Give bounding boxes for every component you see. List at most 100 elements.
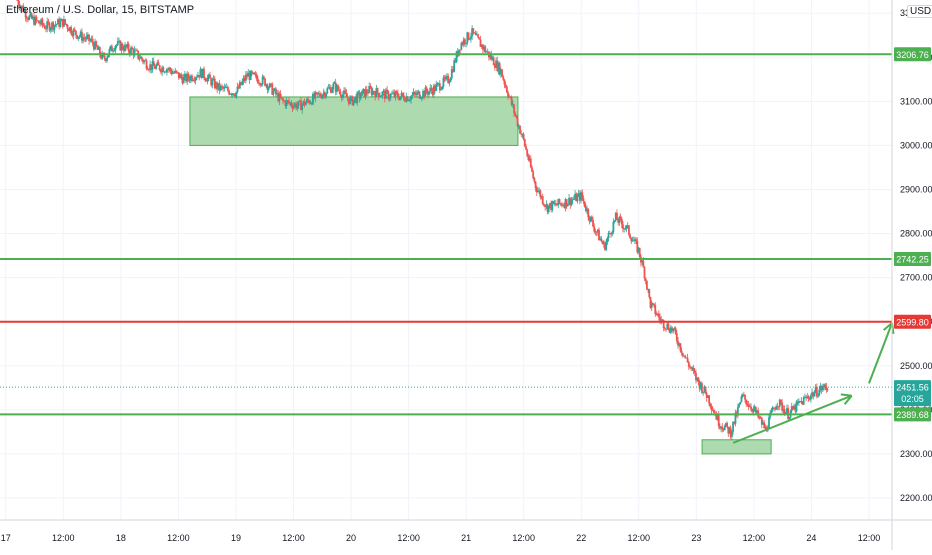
candle-body (346, 97, 349, 99)
candle-body (722, 428, 725, 431)
candle-body (16, 0, 19, 1)
candle-body (437, 83, 440, 85)
candle-body (171, 72, 174, 74)
trend-arrow-line[interactable] (868, 322, 893, 384)
candle-body (312, 93, 314, 105)
candle-body (341, 94, 344, 99)
candle-body (21, 5, 23, 7)
price-tick-label: 3100.00 (900, 96, 932, 106)
candle-body (165, 69, 168, 73)
candle-body (643, 267, 646, 279)
candle-body (28, 16, 31, 20)
currency-toggle[interactable]: USD (907, 5, 932, 18)
candle-body (185, 74, 187, 82)
candle-body (581, 192, 584, 199)
candle-body (596, 229, 599, 233)
candle-body (176, 72, 179, 73)
candle-body (746, 404, 749, 406)
candle-body (468, 38, 471, 40)
candle-body (140, 56, 143, 60)
price-tick-label: 2500.00 (900, 361, 932, 371)
candle-body (464, 39, 466, 44)
candle-body (282, 98, 284, 101)
candle-body (443, 77, 446, 80)
candle-body (161, 67, 164, 73)
candle-body (629, 234, 632, 239)
candle-body (119, 40, 122, 51)
time-tick-label: 12:00 (512, 533, 535, 543)
candle-body (435, 84, 438, 91)
candle-body (310, 102, 313, 105)
candle-body (657, 313, 660, 318)
candle-body (630, 238, 633, 242)
candle-body (428, 91, 430, 95)
candle-body (820, 386, 823, 391)
candle-body (484, 46, 487, 53)
candle-body (331, 89, 333, 93)
candle-body (39, 23, 41, 25)
candle-body (199, 69, 202, 78)
candle-body (826, 389, 829, 391)
candle-body (264, 78, 266, 86)
candle-body (205, 80, 208, 82)
candle-body (236, 86, 239, 92)
candle-body (180, 74, 183, 78)
candle-body (121, 44, 124, 50)
candle-body (48, 23, 51, 31)
candle-body (327, 87, 330, 89)
candle-body (380, 95, 383, 97)
candle-body (772, 407, 775, 409)
candle-body (128, 50, 131, 54)
candle-body (351, 96, 354, 106)
candle-body (265, 84, 268, 86)
candle-body (288, 100, 290, 104)
candle-body (532, 171, 535, 178)
candle-body (271, 83, 274, 95)
candle-body (809, 395, 812, 400)
candle-body (732, 421, 734, 432)
candle-body (673, 327, 676, 329)
candle-body (610, 233, 612, 235)
candle-body (261, 76, 264, 85)
candle-body (225, 87, 228, 88)
candle-body (377, 93, 380, 98)
candle-body (497, 63, 500, 72)
candle-body (493, 65, 496, 68)
candle-body (672, 328, 675, 332)
level-price-label-bg (894, 314, 931, 329)
candle-body (588, 217, 591, 222)
candle-body (623, 228, 626, 230)
candle-body (209, 74, 211, 79)
candle-body (279, 93, 282, 98)
candle-body (721, 426, 724, 429)
candle-body (133, 49, 136, 56)
candle-body (155, 65, 158, 69)
candle-body (274, 88, 277, 95)
candle-body (751, 409, 754, 412)
candle-body (607, 232, 610, 238)
candle-body (163, 71, 166, 73)
candle-body (392, 92, 395, 94)
candle-body (441, 86, 444, 90)
candle-body (482, 44, 484, 50)
candle-body (598, 229, 600, 241)
candle-body (73, 29, 76, 31)
candle-body (748, 406, 751, 408)
candle-body (462, 39, 465, 45)
candle-body (272, 90, 275, 95)
candle-body (302, 100, 305, 105)
candle-body (345, 92, 348, 98)
candle-body (521, 134, 524, 135)
trend-arrow-line[interactable] (732, 394, 853, 444)
candle-body (733, 421, 736, 424)
candle-body (318, 93, 320, 95)
candle-body (174, 70, 177, 73)
candle-body (332, 83, 335, 90)
symbol-title[interactable]: Ethereum / U.S. Dollar, 15, BITSTAMP (6, 4, 195, 16)
candle-body (823, 384, 825, 388)
candle-body (86, 34, 89, 37)
candle-body (446, 75, 448, 77)
candle-body (582, 198, 585, 202)
